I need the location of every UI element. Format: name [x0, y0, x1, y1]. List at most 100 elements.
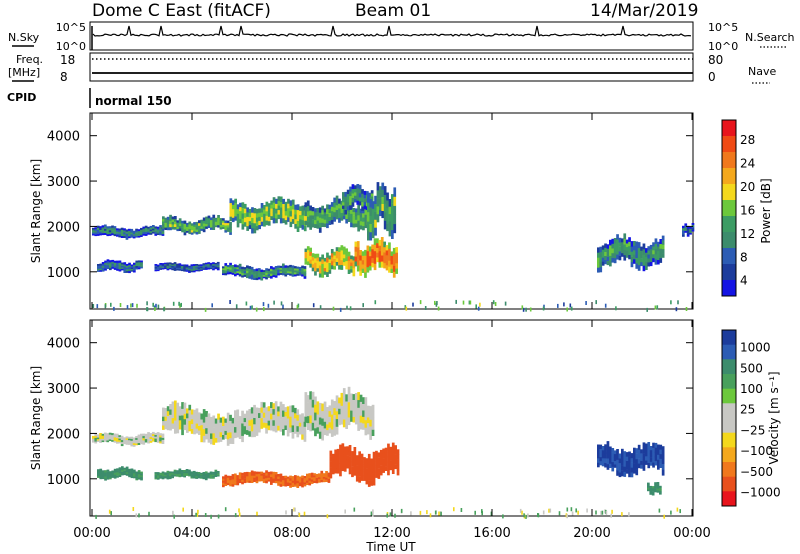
- power-cell: [455, 299, 457, 304]
- power-cell: [369, 199, 373, 208]
- power-cell: [171, 219, 175, 222]
- velocity-cell: [621, 470, 624, 477]
- velocity-cell: [327, 476, 331, 479]
- velocity-cell: [236, 481, 240, 484]
- velocity-cell: [316, 414, 320, 421]
- velocity-cell: [243, 472, 247, 475]
- power-cell: [159, 233, 162, 236]
- power-scale-label: Power [dB]: [759, 178, 773, 243]
- power-cell: [393, 223, 397, 234]
- freq-tick-top: 18: [60, 53, 75, 67]
- velocity-cell: [294, 477, 297, 480]
- power-cell: [128, 234, 131, 237]
- power-cell: [309, 247, 312, 252]
- power-cell: [234, 207, 237, 212]
- velocity-cell: [236, 420, 240, 427]
- velocity-cell: [306, 409, 310, 417]
- velocity-cell: [202, 409, 206, 416]
- power-cell: [200, 268, 203, 270]
- velocity-cell: [313, 475, 316, 478]
- velocity-cell: [250, 475, 254, 479]
- velocity-cell: [183, 408, 187, 414]
- colorbar-tick-label: 100: [740, 382, 763, 396]
- velocity-cell: [204, 478, 208, 481]
- power-cell: [253, 213, 257, 219]
- power-cell: [267, 216, 271, 222]
- velocity-cell: [173, 471, 177, 473]
- power-cell: [272, 212, 276, 219]
- velocity-cell: [202, 474, 206, 477]
- velocity-cell: [384, 456, 388, 462]
- velocity-cell: [205, 433, 208, 440]
- velocity-cell: [661, 469, 665, 476]
- power-cell: [258, 274, 261, 278]
- velocity-cell: [214, 471, 218, 473]
- velocity-cell: [359, 394, 363, 402]
- velocity-cell: [116, 470, 119, 473]
- velocity-cell: [178, 410, 182, 416]
- power-cell: [296, 226, 300, 232]
- velocity-cell: [258, 473, 261, 476]
- power-cell: [338, 264, 341, 270]
- power-cell: [137, 232, 141, 235]
- power-cell: [381, 189, 385, 197]
- power-cell: [340, 212, 344, 217]
- power-cell: [200, 269, 203, 271]
- velocity-cell: [353, 447, 357, 453]
- power-cell: [119, 303, 122, 307]
- velocity-cell: [637, 463, 641, 469]
- power-cell: [250, 269, 254, 273]
- power-cell: [250, 276, 254, 280]
- power-cell: [202, 223, 206, 227]
- power-cell: [357, 220, 360, 227]
- velocity-cell: [272, 471, 276, 475]
- power-cell: [633, 241, 636, 246]
- power-cell: [178, 225, 182, 229]
- velocity-cell: [306, 395, 310, 403]
- power-cell: [615, 306, 617, 311]
- power-cell: [296, 304, 299, 309]
- power-cell: [272, 197, 276, 203]
- velocity-cell: [137, 472, 141, 475]
- power-cell: [185, 270, 189, 272]
- power-cell: [289, 267, 292, 270]
- velocity-cell: [229, 420, 232, 427]
- velocity-cell: [161, 474, 165, 477]
- velocity-cell: [234, 478, 237, 481]
- velocity-cell: [224, 481, 228, 484]
- power-cell: [356, 265, 360, 272]
- velocity-cell: [222, 482, 225, 486]
- power-cell: [251, 207, 254, 213]
- power-cell: [255, 217, 259, 222]
- power-cell: [652, 250, 655, 255]
- velocity-cell: [279, 401, 283, 408]
- power-cell: [267, 203, 271, 208]
- velocity-cell: [651, 489, 655, 492]
- power-cell: [333, 202, 336, 208]
- power-cell: [200, 264, 203, 266]
- power-cell: [373, 244, 377, 252]
- power-cell: [304, 261, 308, 265]
- power-cell: [241, 223, 245, 230]
- velocity-cell: [635, 464, 639, 470]
- power-cell: [222, 218, 225, 221]
- power-cell: [263, 222, 266, 227]
- power-cell: [345, 214, 348, 219]
- power-cell: [131, 303, 134, 308]
- power-cell: [284, 206, 288, 212]
- velocity-cell: [322, 478, 326, 481]
- velocity-cell: [144, 433, 148, 436]
- power-cell: [318, 269, 322, 274]
- power-cell: [368, 196, 372, 201]
- velocity-cell: [306, 415, 310, 424]
- power-cell: [111, 266, 115, 269]
- power-cell: [104, 304, 107, 309]
- power-cell: [529, 307, 532, 312]
- power-cell: [229, 229, 232, 233]
- power-cell: [371, 262, 374, 268]
- velocity-cell: [243, 413, 247, 419]
- velocity-cell: [183, 419, 187, 425]
- velocity-cell: [331, 457, 335, 463]
- power-cell: [314, 223, 317, 228]
- power-cell: [284, 210, 288, 216]
